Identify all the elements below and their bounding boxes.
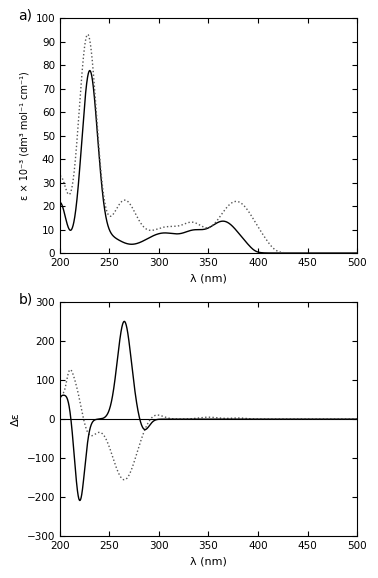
Y-axis label: Δε: Δε bbox=[11, 412, 21, 426]
X-axis label: λ (nm): λ (nm) bbox=[190, 273, 227, 283]
Y-axis label: ε × 10⁻³ (dm³ mol⁻¹ cm⁻¹): ε × 10⁻³ (dm³ mol⁻¹ cm⁻¹) bbox=[20, 71, 30, 200]
Text: b): b) bbox=[18, 292, 33, 306]
X-axis label: λ (nm): λ (nm) bbox=[190, 557, 227, 567]
Text: a): a) bbox=[18, 9, 32, 23]
